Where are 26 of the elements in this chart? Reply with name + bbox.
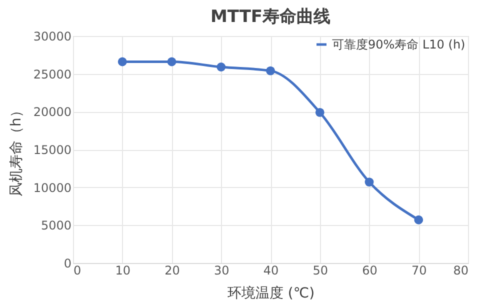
point [315,108,324,117]
x-tick-label: 0 [74,264,82,278]
point [364,178,374,186]
point [266,66,275,76]
y-tick-label: 10000 [33,180,72,195]
point [118,57,127,66]
x-tick-label: 80 [453,264,468,278]
x-tick-label: 30 [214,264,230,278]
x-tick-label: 10 [115,264,131,278]
x-tick-label: 20 [164,264,180,278]
y-tick-label: 15000 [33,143,72,157]
point [414,215,424,224]
x-tick-label: 70 [411,264,427,278]
y-tick-label: 25000 [33,67,72,82]
x-tick-label: 60 [362,264,378,278]
y-tick-label: 5000 [40,218,72,233]
point [167,57,176,66]
y-tick-label: 20000 [33,105,72,120]
x-tick-label: 40 [263,264,279,278]
x-tick-label: 50 [312,264,328,278]
legend-label: 可靠度90%寿命 L10 (h) [332,38,466,52]
y-axis-title: 风机寿命（h） [8,104,24,196]
y-tick-label: 30000 [33,30,72,44]
chart-title: MTTF寿命曲线 [210,7,331,27]
x-axis-title: 环境温度 (℃) [227,286,315,302]
point [216,62,226,72]
